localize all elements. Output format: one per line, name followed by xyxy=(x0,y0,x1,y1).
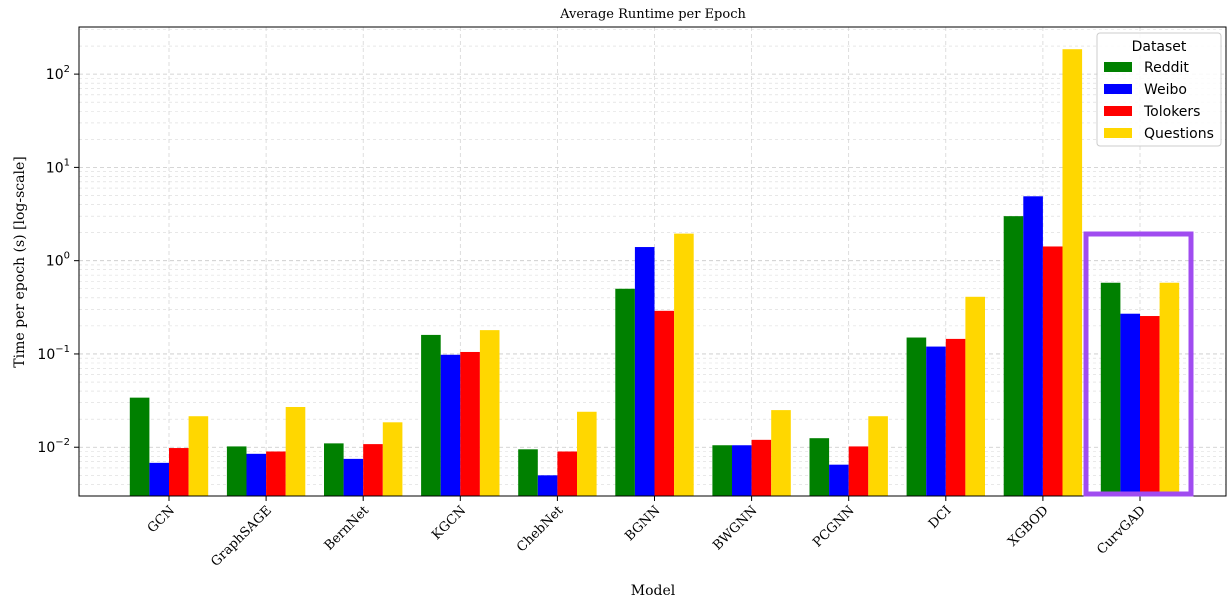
bar-tolokers-kgcn xyxy=(460,351,480,496)
bar-reddit-graphsage xyxy=(226,446,247,496)
x-tick-label: BernNet xyxy=(322,503,373,554)
bar-reddit-bgnn xyxy=(615,288,635,496)
bars-layer xyxy=(129,49,1180,497)
legend-swatch-reddit xyxy=(1104,62,1132,72)
legend-label-questions: Questions xyxy=(1144,126,1214,142)
bar-questions-bwgnn xyxy=(771,410,791,496)
legend-swatch-tolokers xyxy=(1104,106,1132,116)
highlight-layer xyxy=(1083,231,1194,497)
bar-weibo-curvgad xyxy=(1120,313,1140,496)
bar-weibo-bwgnn xyxy=(732,445,752,496)
chart-title: Average Runtime per Epoch xyxy=(559,7,746,22)
x-tick-label: BGNN xyxy=(622,503,663,544)
x-tick-label: CurvGAD xyxy=(1094,503,1149,558)
axes-layer xyxy=(74,26,1227,501)
y-tick-label: 10−1 xyxy=(37,344,70,363)
bar-questions-dci xyxy=(965,296,985,496)
bar-reddit-bwgnn xyxy=(712,445,732,496)
bar-weibo-dci xyxy=(926,346,946,496)
bar-weibo-chebnet xyxy=(537,475,558,496)
bar-reddit-gcn xyxy=(129,397,150,496)
bar-questions-bernnet xyxy=(382,422,403,496)
plot-frame xyxy=(78,26,1227,497)
y-tick-label: 101 xyxy=(46,157,70,176)
highlight-box xyxy=(1083,231,1194,497)
legend: Dataset Reddit Weibo Tolokers Questions xyxy=(1096,32,1222,147)
legend-swatch-questions xyxy=(1104,128,1132,138)
bar-weibo-xgbod xyxy=(1023,196,1043,497)
bar-questions-gcn xyxy=(188,416,209,496)
bar-reddit-xgbod xyxy=(1003,216,1024,497)
bar-reddit-chebnet xyxy=(518,449,538,496)
legend-swatch-weibo xyxy=(1104,84,1132,94)
y-axis-label: Time per epoch (s) [log-scale] xyxy=(12,156,28,367)
bar-weibo-pcgnn xyxy=(829,464,849,496)
bar-tolokers-graphsage xyxy=(266,451,286,496)
legend-label-weibo: Weibo xyxy=(1144,82,1187,98)
bar-tolokers-curvgad xyxy=(1140,316,1160,496)
bar-tolokers-gcn xyxy=(169,448,189,496)
bar-tolokers-bgnn xyxy=(654,310,675,496)
legend-label-reddit: Reddit xyxy=(1144,60,1189,76)
bar-weibo-bernnet xyxy=(343,458,364,496)
bar-questions-graphsage xyxy=(285,406,306,496)
x-tick-label: PCGNN xyxy=(810,503,857,550)
x-tick-label: XGBOD xyxy=(1005,503,1051,549)
bar-weibo-gcn xyxy=(149,462,169,496)
x-tick-label: GraphSAGE xyxy=(208,503,275,570)
bar-tolokers-xgbod xyxy=(1042,246,1063,496)
legend-label-tolokers: Tolokers xyxy=(1143,104,1200,120)
bar-tolokers-chebnet xyxy=(557,451,577,496)
bar-questions-bgnn xyxy=(674,233,694,496)
bar-questions-xgbod xyxy=(1062,49,1083,496)
bar-reddit-pcgnn xyxy=(809,438,830,496)
legend-title: Dataset xyxy=(1132,39,1187,55)
y-tick-label: 102 xyxy=(46,64,70,83)
bar-questions-kgcn xyxy=(479,330,500,496)
bar-questions-chebnet xyxy=(577,411,597,496)
bar-reddit-curvgad xyxy=(1100,282,1121,496)
y-tick-label: 10−2 xyxy=(37,437,70,456)
legend-box xyxy=(1096,32,1222,147)
bar-tolokers-bernnet xyxy=(363,444,383,496)
bar-reddit-bernnet xyxy=(324,443,344,496)
bar-questions-pcgnn xyxy=(868,416,888,496)
bar-questions-curvgad xyxy=(1159,282,1180,496)
x-tick-label: KGCN xyxy=(429,503,469,543)
x-axis-label: Model xyxy=(631,583,676,599)
x-tick-label: DCI xyxy=(926,503,955,532)
x-tick-labels: GCN GraphSAGE BernNet KGCN ChebNet BGNN BWGNN P… xyxy=(145,503,1149,570)
bar-tolokers-bwgnn xyxy=(751,439,772,496)
bar-weibo-graphsage xyxy=(246,453,267,496)
bar-tolokers-pcgnn xyxy=(848,446,869,496)
x-tick-label: GCN xyxy=(145,503,178,536)
bar-weibo-bgnn xyxy=(634,247,655,496)
bar-weibo-kgcn xyxy=(440,354,461,496)
x-tick-label: BWGNN xyxy=(710,503,760,553)
bar-reddit-kgcn xyxy=(421,334,441,496)
x-tick-label: ChebNet xyxy=(514,503,567,556)
y-tick-labels: 10−2 10−1 100 101 102 xyxy=(37,64,70,456)
y-tick-label: 100 xyxy=(46,251,70,270)
bar-reddit-dci xyxy=(906,337,927,496)
bar-tolokers-dci xyxy=(945,338,966,496)
legend-items: Reddit Weibo Tolokers Questions xyxy=(1104,60,1214,142)
